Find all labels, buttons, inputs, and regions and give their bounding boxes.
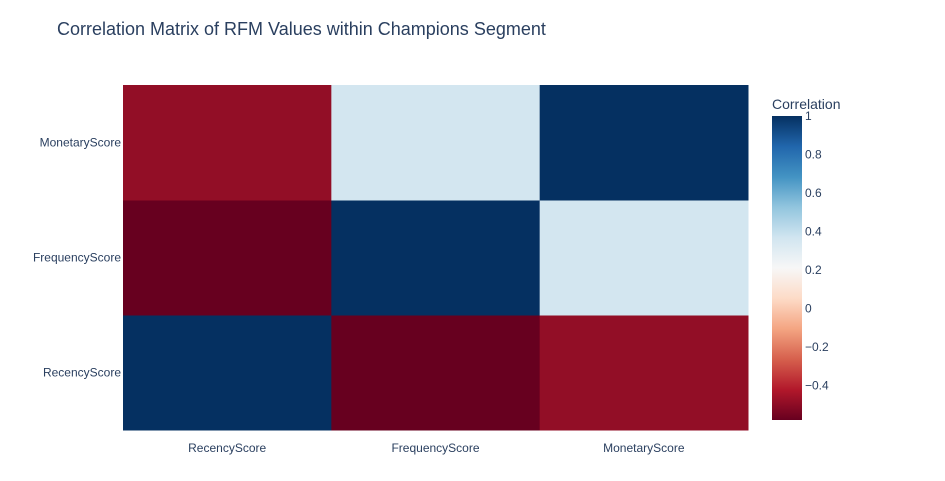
y-tick-label: FrequencyScore bbox=[33, 251, 121, 265]
x-tick-label: RecencyScore bbox=[188, 441, 266, 455]
colorbar-tick-label: 0.4 bbox=[805, 224, 822, 238]
y-tick-label: RecencyScore bbox=[43, 366, 121, 380]
chart-title: Correlation Matrix of RFM Values within … bbox=[57, 19, 546, 39]
heatmap-cell-RecencyScore-MonetaryScore bbox=[539, 315, 749, 431]
colorbar-tick-label: 0 bbox=[805, 301, 812, 315]
colorbar-tick-label: 1 bbox=[805, 109, 812, 123]
x-tick-label: MonetaryScore bbox=[603, 441, 685, 455]
heatmap-cell-MonetaryScore-MonetaryScore bbox=[539, 85, 749, 201]
heatmap-cell-FrequencyScore-RecencyScore bbox=[123, 200, 332, 316]
heatmap-cell-MonetaryScore-FrequencyScore bbox=[331, 85, 541, 201]
colorbar-title: Correlation bbox=[772, 96, 840, 112]
heatmap-cell-RecencyScore-FrequencyScore bbox=[331, 315, 541, 431]
heatmap-cell-FrequencyScore-FrequencyScore bbox=[331, 200, 541, 316]
heatmap-cell-RecencyScore-RecencyScore bbox=[123, 315, 332, 431]
x-axis-ticks: RecencyScore FrequencyScore MonetaryScore bbox=[188, 441, 685, 455]
colorbar-ticks: 1 0.8 0.6 0.4 0.2 0 −0.2 −0.4 bbox=[805, 109, 829, 392]
heatmap-cell-MonetaryScore-RecencyScore bbox=[123, 85, 332, 201]
colorbar bbox=[772, 116, 802, 420]
y-tick-label: MonetaryScore bbox=[40, 136, 122, 150]
heatmap-cells bbox=[123, 85, 749, 431]
colorbar-tick-label: 0.2 bbox=[805, 263, 822, 277]
colorbar-tick-label: −0.2 bbox=[805, 340, 829, 354]
colorbar-tick-label: 0.6 bbox=[805, 186, 822, 200]
y-axis-ticks: RecencyScore FrequencyScore MonetaryScore bbox=[33, 136, 121, 380]
x-tick-label: FrequencyScore bbox=[391, 441, 479, 455]
colorbar-tick-label: −0.4 bbox=[805, 378, 829, 392]
colorbar-tick-label: 0.8 bbox=[805, 147, 822, 161]
heatmap-cell-FrequencyScore-MonetaryScore bbox=[539, 200, 749, 316]
